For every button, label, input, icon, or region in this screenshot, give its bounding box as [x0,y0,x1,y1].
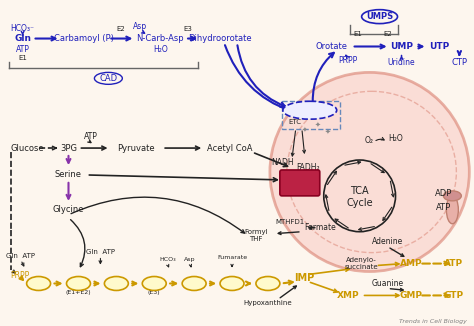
Text: cycle: cycle [289,185,311,193]
Ellipse shape [270,72,469,272]
Text: ATIC: ATIC [260,280,275,287]
Text: FADH₂: FADH₂ [296,163,319,172]
Text: Glucose: Glucose [11,143,44,153]
Text: (E3): (E3) [148,290,161,295]
Text: ATP: ATP [83,132,97,141]
Text: ✦: ✦ [302,127,308,133]
Text: (E1+E2): (E1+E2) [66,290,91,295]
Text: Uridine: Uridine [388,58,415,67]
Text: Asp: Asp [133,22,147,31]
Text: Hypoxanthine: Hypoxanthine [244,300,292,306]
Text: E1: E1 [18,55,27,61]
Text: DHODH: DHODH [291,106,329,115]
Text: PRPP: PRPP [11,271,30,280]
Text: Dihydroorotate: Dihydroorotate [188,34,252,43]
Text: H₂O: H₂O [153,45,168,54]
Text: UTP: UTP [429,42,449,51]
Text: ETC: ETC [288,119,301,125]
Text: Formate: Formate [304,223,336,232]
Text: ADP: ADP [435,189,452,198]
Text: Glycine: Glycine [53,205,84,214]
FancyBboxPatch shape [280,170,320,196]
Ellipse shape [443,191,461,201]
Text: ATP: ATP [444,259,463,268]
Text: UMP: UMP [390,42,413,51]
Text: Gln  ATP: Gln ATP [6,253,35,259]
Text: Adenine: Adenine [372,237,403,246]
Text: Asp: Asp [184,257,196,262]
Text: Orotate: Orotate [316,42,348,51]
Text: TCA: TCA [350,186,369,196]
Text: Pyruvate: Pyruvate [118,143,155,153]
Ellipse shape [27,276,51,290]
Text: Fumarate: Fumarate [217,255,247,260]
Text: PRPP: PRPP [338,56,357,65]
Text: IMP: IMP [294,273,314,283]
Text: XMP: XMP [337,291,359,300]
Text: HCO₃: HCO₃ [159,257,175,262]
Text: O₂: O₂ [365,136,374,145]
Text: NADH: NADH [272,157,294,167]
Text: ✦: ✦ [325,129,331,135]
Text: ✦: ✦ [315,122,321,128]
Text: Adenylo-
succinate: Adenylo- succinate [345,257,378,270]
Ellipse shape [447,196,458,224]
Text: PAICS: PAICS [184,280,204,287]
Text: E2: E2 [383,31,392,37]
Text: AMP: AMP [400,259,423,268]
Text: UMPS: UMPS [366,12,393,21]
Text: MTHFD1: MTHFD1 [275,219,304,225]
Text: Carbamoyl (P): Carbamoyl (P) [54,34,113,43]
Text: Formyl
THF: Formyl THF [244,229,268,242]
Text: E2: E2 [116,25,125,32]
Text: ADSL: ADSL [223,280,241,287]
Text: N-Carb-Asp: N-Carb-Asp [137,34,184,43]
Ellipse shape [142,276,166,290]
Text: GART: GART [145,280,164,287]
Ellipse shape [66,276,91,290]
Text: GTP: GTP [443,291,464,300]
Text: Trends in Cell Biology: Trends in Cell Biology [400,319,467,324]
Text: Gln  ATP: Gln ATP [86,249,115,255]
Ellipse shape [256,276,280,290]
Text: Guanine: Guanine [372,279,404,288]
Ellipse shape [104,276,128,290]
Text: mTHF: mTHF [287,175,312,185]
Text: GART: GART [69,280,88,287]
Text: GMP: GMP [400,291,423,300]
Text: E1: E1 [353,31,362,37]
Text: H₂O: H₂O [388,134,403,142]
Text: ATP: ATP [436,203,451,212]
Text: CAD: CAD [100,74,118,83]
Text: Serine: Serine [55,170,82,179]
Text: 3PG: 3PG [60,143,77,153]
Text: PFAS: PFAS [108,280,125,287]
Text: ATP: ATP [16,45,29,54]
Text: Cycle: Cycle [346,198,373,208]
Ellipse shape [220,276,244,290]
Ellipse shape [182,276,206,290]
Text: Gln: Gln [14,34,31,43]
Ellipse shape [283,101,337,119]
Text: HCO₃⁻: HCO₃⁻ [10,24,35,33]
Text: E3: E3 [184,25,192,32]
Text: CTP: CTP [451,58,467,67]
Text: Acetyl CoA: Acetyl CoA [207,143,253,153]
Text: PPAT: PPAT [30,280,47,287]
